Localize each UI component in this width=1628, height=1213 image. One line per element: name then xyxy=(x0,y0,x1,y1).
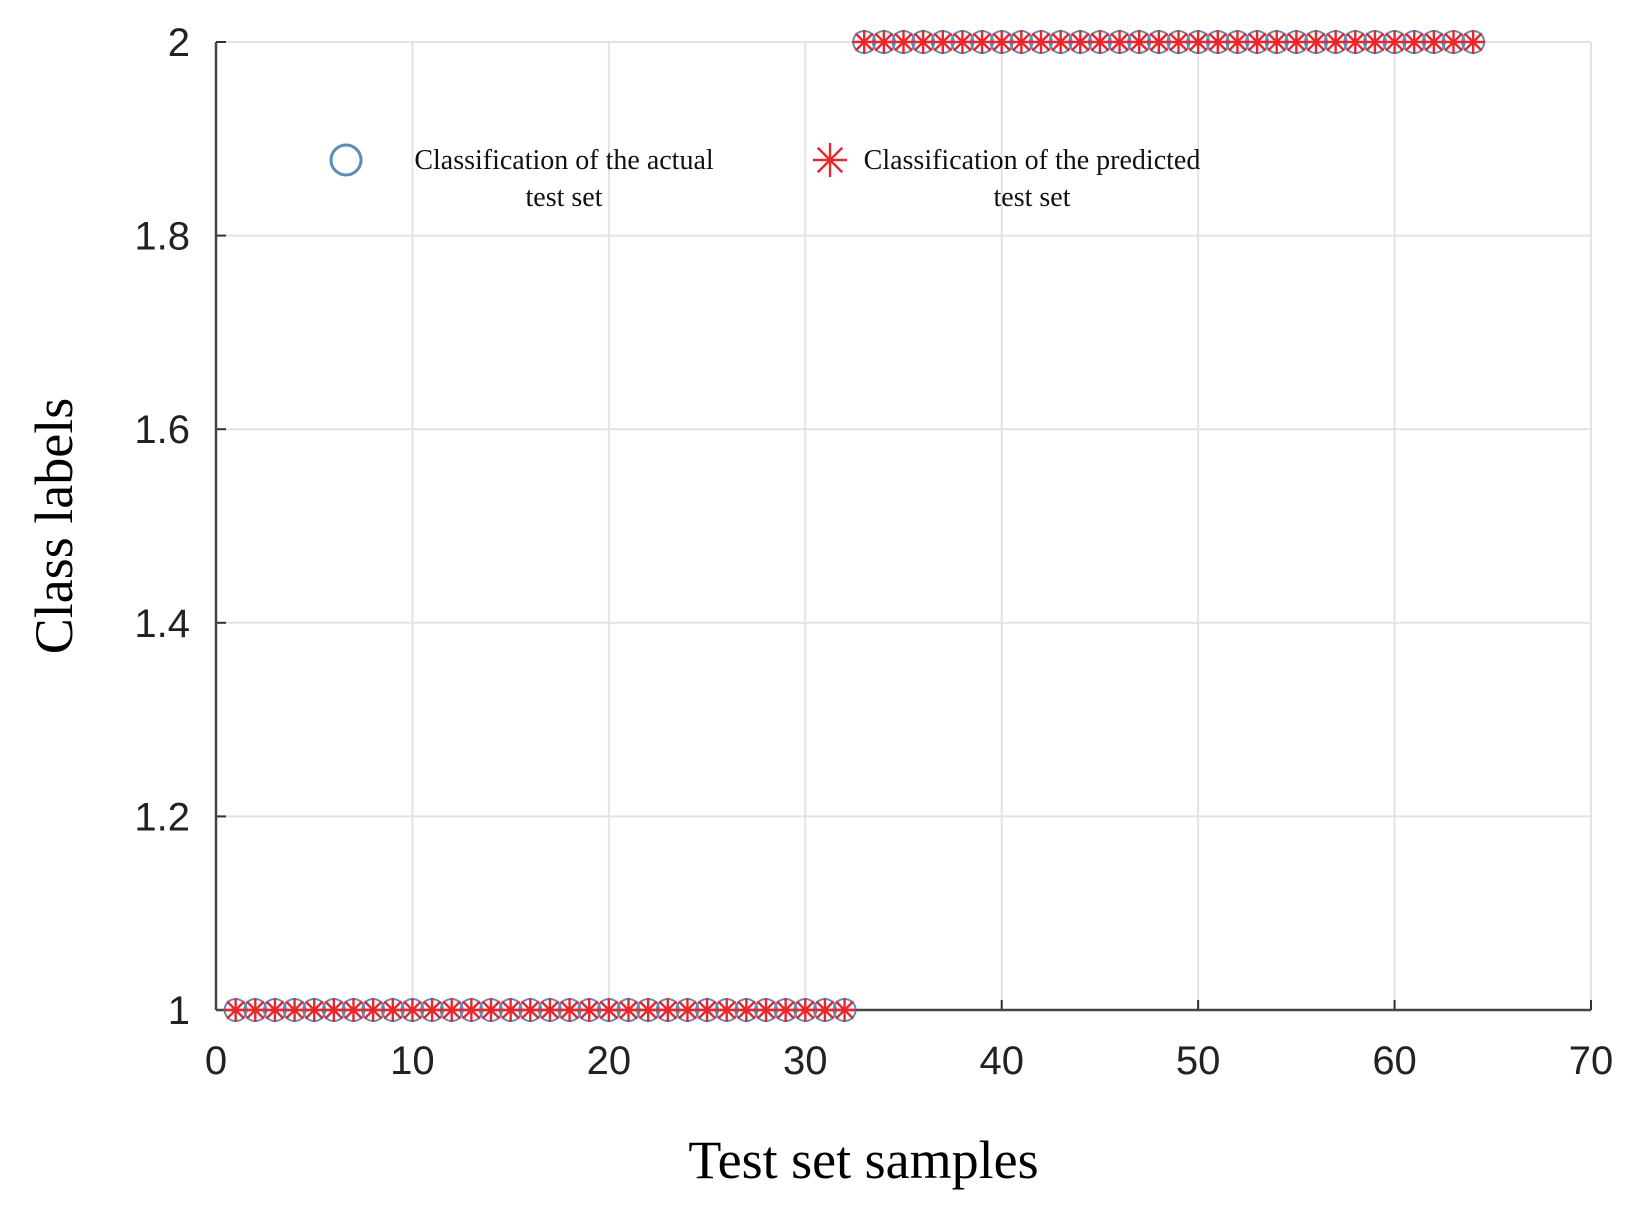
series-0 xyxy=(223,30,1486,1022)
predicted-point xyxy=(1461,30,1486,54)
legend-circle-marker xyxy=(329,143,363,177)
grid-lines xyxy=(215,41,1592,1011)
x-tick-labels: 0 10 20 30 40 50 60 70 xyxy=(205,1039,1613,1083)
predicted-point xyxy=(636,998,661,1022)
predicted-point xyxy=(1068,30,1093,54)
legend-label: Classification of the predicted xyxy=(864,145,1201,176)
predicted-point xyxy=(714,998,739,1022)
predicted-point xyxy=(616,998,641,1022)
legend-item: Classification of the predicted test set xyxy=(813,143,1200,213)
x-tick-label: 70 xyxy=(1569,1039,1614,1083)
predicted-point xyxy=(1029,30,1053,54)
predicted-point xyxy=(754,998,778,1022)
x-tick-label: 10 xyxy=(390,1039,435,1083)
legend-item: Classification of the actual test set xyxy=(329,143,714,213)
legend-label: Classification of the actual xyxy=(414,145,714,176)
predicted-point xyxy=(1245,30,1270,54)
y-tick-label: 1 xyxy=(168,989,190,1033)
legend-label: test set xyxy=(526,182,603,213)
predicted-point xyxy=(1009,30,1034,54)
x-tick-label: 30 xyxy=(783,1039,828,1083)
x-tick-label: 0 xyxy=(205,1039,227,1083)
series-1 xyxy=(223,30,1486,1022)
predicted-point xyxy=(832,998,857,1022)
predicted-point xyxy=(1382,30,1407,54)
predicted-point xyxy=(871,30,896,54)
y-tick-label: 1.4 xyxy=(134,602,190,646)
x-tick-label: 40 xyxy=(979,1039,1024,1083)
predicted-point xyxy=(459,998,484,1022)
x-tick-label: 50 xyxy=(1176,1039,1221,1083)
legend-label: test set xyxy=(994,182,1071,213)
predicted-point xyxy=(655,998,680,1022)
legend-asterisk-marker xyxy=(813,143,847,177)
predicted-point xyxy=(1205,30,1230,54)
predicted-point xyxy=(380,998,405,1022)
axes xyxy=(214,41,1592,1012)
predicted-point xyxy=(950,30,975,54)
x-tick-label: 20 xyxy=(587,1039,632,1083)
data-points xyxy=(223,30,1486,1022)
predicted-point xyxy=(1127,30,1152,54)
y-tick-label: 1.6 xyxy=(134,408,190,452)
y-tick-label: 2 xyxy=(168,21,190,65)
predicted-point xyxy=(793,998,818,1022)
predicted-point xyxy=(1421,30,1446,54)
x-axis-label: Test set samples xyxy=(688,1130,1038,1190)
y-tick-label: 1.8 xyxy=(134,215,190,259)
x-tick-label: 60 xyxy=(1372,1039,1417,1083)
y-tick-labels: 1 1.2 1.4 1.6 1.8 2 xyxy=(134,21,190,1033)
y-tick-label: 1.2 xyxy=(134,795,190,839)
y-axis-label: Class labels xyxy=(24,398,84,654)
